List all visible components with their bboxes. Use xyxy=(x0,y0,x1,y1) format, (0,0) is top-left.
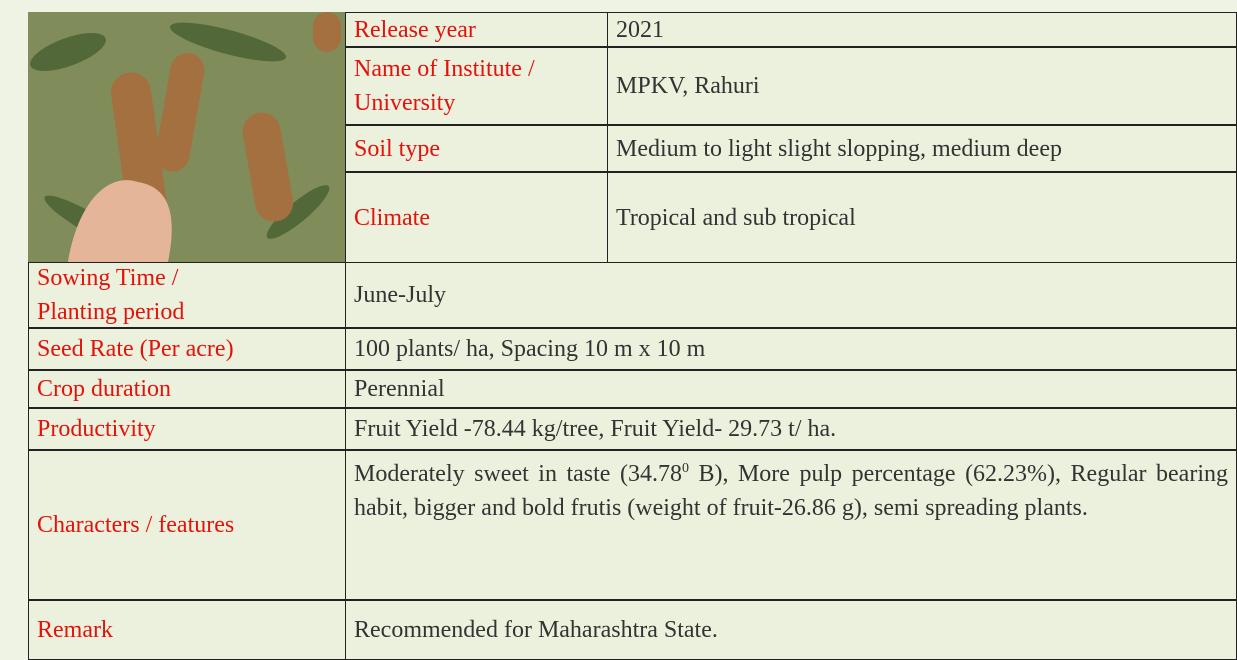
cell-text: 2021 xyxy=(616,13,664,47)
row-label: Productivity xyxy=(28,408,346,450)
cell-text: Release year xyxy=(354,13,476,47)
cell-text: Climate xyxy=(354,201,430,235)
row-value: MPKV, Rahuri xyxy=(607,47,1237,125)
row-value: Moderately sweet in taste (34.780 B), Mo… xyxy=(345,450,1237,600)
cell-text: 100 plants/ ha, Spacing 10 m x 10 m xyxy=(354,332,705,366)
cell-text: Soil type xyxy=(354,132,440,166)
row-value: 2021 xyxy=(607,12,1237,47)
row-label: Sowing Time / Planting period xyxy=(28,262,346,328)
cell-text: Name of Institute / University xyxy=(354,52,574,120)
cell-text: Medium to light slight slopping, medium … xyxy=(616,132,1062,166)
row-value: Medium to light slight slopping, medium … xyxy=(607,125,1237,172)
row-value: Tropical and sub tropical xyxy=(607,172,1237,263)
cell-text: Characters / features xyxy=(37,508,234,542)
row-value: 100 plants/ ha, Spacing 10 m x 10 m xyxy=(345,328,1237,370)
tamarind-photo xyxy=(28,12,345,262)
row-label: Release year xyxy=(345,12,608,47)
cell-text: Productivity xyxy=(37,412,156,446)
page: Release year 2021 Name of Institute / Univ… xyxy=(0,0,1237,657)
cell-text: Seed Rate (Per acre) xyxy=(37,332,234,366)
row-label: Crop duration xyxy=(28,370,346,408)
cell-text: 0 xyxy=(682,461,689,476)
row-label: Remark xyxy=(28,600,346,660)
cell-text: MPKV, Rahuri xyxy=(616,69,760,103)
row-value: Perennial xyxy=(345,370,1237,408)
row-label: Soil type xyxy=(345,125,608,172)
row-label: Name of Institute / University xyxy=(345,47,608,125)
cell-text: Fruit Yield -78.44 kg/tree, Fruit Yield-… xyxy=(354,412,836,446)
row-label: Characters / features xyxy=(28,450,346,600)
row-label: Climate xyxy=(345,172,608,263)
cell-text: Perennial xyxy=(354,372,445,406)
row-value: Recommended for Maharashtra State. xyxy=(345,600,1237,660)
row-label: Seed Rate (Per acre) xyxy=(28,328,346,370)
cell-text: Tropical and sub tropical xyxy=(616,201,856,235)
row-value: June-July xyxy=(345,262,1237,328)
row-value: Fruit Yield -78.44 kg/tree, Fruit Yield-… xyxy=(345,408,1237,450)
cell-text: Recommended for Maharashtra State. xyxy=(354,613,718,647)
cell-text: Remark xyxy=(37,613,113,647)
cell-text: Moderately sweet in taste (34.78 xyxy=(354,461,682,487)
cell-text: Crop duration xyxy=(37,372,171,406)
cell-text: June-July xyxy=(354,278,446,312)
cell-text: Sowing Time / Planting period xyxy=(37,261,247,329)
